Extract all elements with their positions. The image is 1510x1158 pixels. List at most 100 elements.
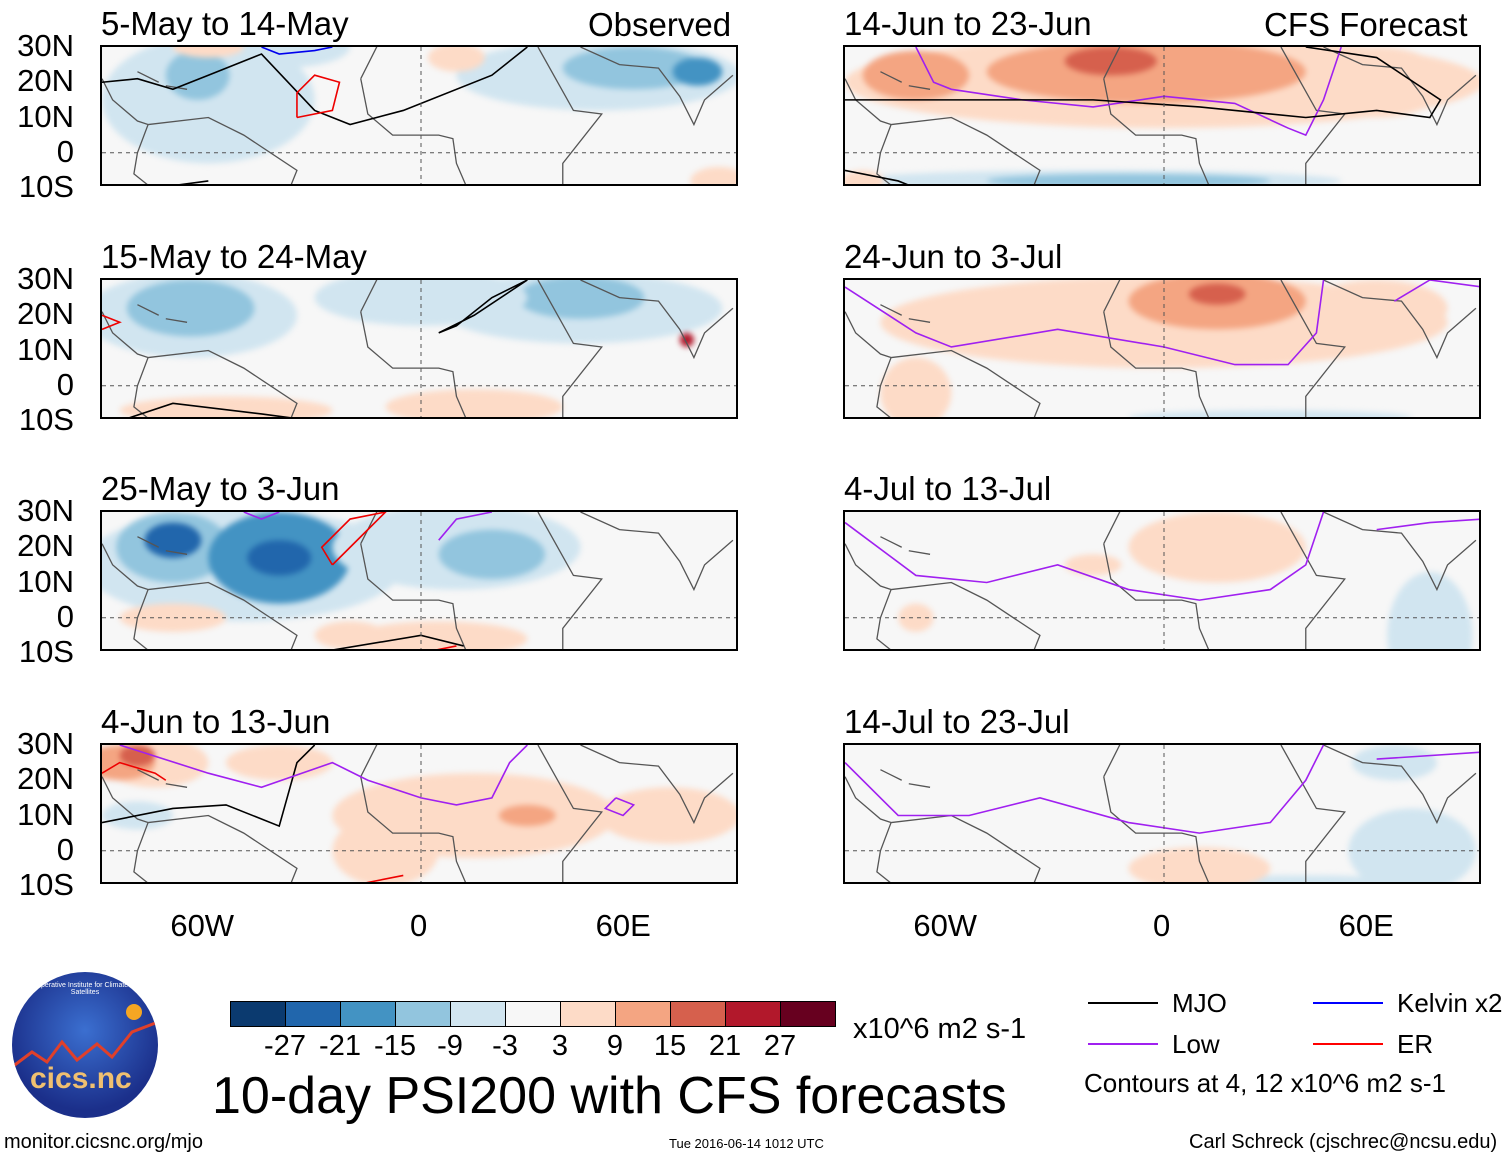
lat-tick-label: 0 [56, 133, 74, 169]
coastline [102, 47, 734, 184]
cfs-forecast-label: CFS Forecast [1264, 6, 1468, 43]
colorbar-units: x10^6 m2 s-1 [853, 1013, 1027, 1045]
anomaly-shading [516, 280, 645, 319]
legend-label: Kelvin x2 [1397, 988, 1503, 1018]
colorbar-label: -9 [437, 1030, 463, 1062]
lat-tick-label: 10S [18, 634, 74, 669]
colorbar-swatch [560, 1001, 616, 1027]
anomaly-shading [1064, 47, 1157, 76]
legend-label: Low [1172, 1029, 1220, 1059]
anomaly-shading [119, 396, 333, 417]
anomaly-shading [690, 166, 736, 184]
contour-line [603, 797, 636, 817]
legend-label: ER [1397, 1029, 1434, 1059]
lat-tick-label: 20N [17, 296, 74, 332]
anomaly-shading [314, 621, 386, 649]
contour-line [437, 645, 457, 649]
contour-line [296, 74, 341, 119]
lon-tick-label: 60E [595, 908, 651, 943]
lat-tick-label: 10N [17, 563, 74, 599]
colorbar-label: 15 [653, 1030, 687, 1062]
footer-timestamp: Tue 2016-06-14 1012 UTC [669, 1136, 824, 1151]
colorbar-swatch [230, 1001, 286, 1027]
lat-tick-label: 20N [17, 761, 74, 797]
contour-line [438, 280, 528, 334]
colorbar-swatch [780, 1001, 836, 1027]
contour-line [102, 47, 528, 126]
lat-tick-label: 10S [18, 402, 74, 437]
observed-label: Observed [588, 6, 732, 43]
anomaly-shading [1305, 280, 1448, 337]
anomaly-shading [1351, 745, 1437, 781]
contour-line [845, 169, 908, 184]
contour-line [102, 314, 122, 331]
lon-tick-label: 60E [1338, 908, 1394, 943]
anomaly-shading [385, 389, 563, 417]
colorbar-swatch [450, 1001, 506, 1027]
legend-label: MJO [1172, 988, 1227, 1018]
footer-author: Carl Schreck (cjschrec@ncsu.edu) [1189, 1131, 1498, 1153]
footer-url[interactable]: monitor.cicsnc.org/mjo [4, 1131, 203, 1153]
contour-line [102, 745, 316, 828]
anomaly-shading [672, 57, 723, 86]
lat-tick-label: 30N [17, 493, 74, 528]
anomaly-shading [598, 787, 736, 844]
colorbar-label: 9 [606, 1030, 624, 1062]
lat-tick-label: 20N [17, 63, 74, 99]
panel-title: 15-May to 24-May [101, 238, 367, 275]
anomaly-shading [119, 745, 156, 767]
panel-title: 4-Jun to 13-Jun [101, 703, 331, 740]
contour-line [261, 47, 333, 55]
lat-tick-label: 10S [18, 867, 74, 902]
anomaly-shading [1128, 410, 1412, 417]
anomaly-shading [438, 529, 546, 579]
legend-line [1088, 1043, 1158, 1045]
anomaly-shading [862, 50, 970, 100]
lon-tick-label: 60W [913, 908, 978, 943]
coastline [102, 745, 734, 882]
legend-line [1313, 1043, 1383, 1045]
map-panel [100, 510, 738, 651]
coastline [845, 745, 1477, 882]
logo-ring-text: Cooperative Institute for Climate and Sa… [28, 982, 142, 996]
panel-title: 24-Jun to 3-Jul [844, 238, 1063, 275]
anomaly-shading [332, 815, 439, 882]
panel-title: 5-May to 14-May [101, 5, 349, 42]
contour-line [179, 180, 209, 184]
contour-line [102, 761, 167, 781]
contour-line [845, 512, 1325, 601]
contour-line [845, 745, 1325, 834]
lon-tick-label: 0 [410, 908, 428, 943]
lat-tick-label: 30N [17, 261, 74, 296]
colorbar-label: 3 [551, 1030, 569, 1062]
anomaly-shading [880, 280, 1448, 369]
anomaly-shading [428, 47, 485, 72]
anomaly-shading [845, 170, 884, 184]
anomaly-shading [144, 522, 202, 558]
colorbar-swatch [725, 1001, 781, 1027]
anomaly-shading [208, 47, 351, 69]
colorbar-label: 27 [763, 1030, 797, 1062]
colorbar-swatch [615, 1001, 671, 1027]
map-panel [843, 45, 1481, 186]
coastline [102, 280, 734, 417]
lat-tick-label: 0 [56, 831, 74, 867]
panel-title: 4-Jul to 13-Jul [844, 470, 1052, 507]
map-panel [100, 743, 738, 884]
map-panel [843, 743, 1481, 884]
logo-text: cics.nc [30, 1062, 132, 1095]
lat-tick-label: 0 [56, 366, 74, 402]
anomaly-shading [880, 357, 952, 417]
lon-tick-label: 60W [170, 908, 235, 943]
anomaly-shading [102, 47, 315, 164]
colorbar-swatch [505, 1001, 561, 1027]
colorbar-label: -21 [319, 1030, 361, 1062]
colorbar-label: 21 [708, 1030, 742, 1062]
anomaly-shading [1064, 554, 1122, 576]
colorbar-swatch [395, 1001, 451, 1027]
anomaly-shading [165, 50, 230, 100]
legend-line [1088, 1002, 1158, 1004]
panel-title: 14-Jul to 23-Jul [844, 703, 1070, 740]
contours-note: Contours at 4, 12 x10^6 m2 s-1 [1084, 1068, 1446, 1098]
anomaly-shading [1128, 512, 1306, 583]
